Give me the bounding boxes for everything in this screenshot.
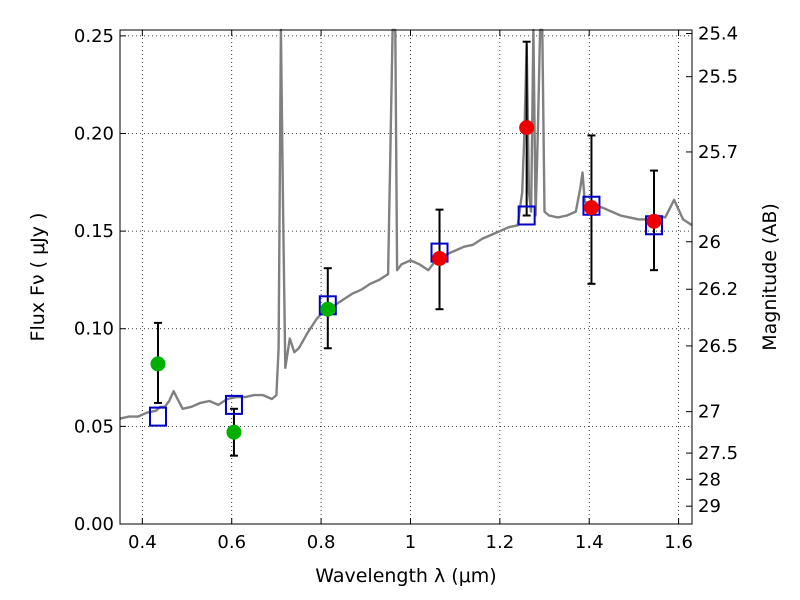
observed-layer <box>150 120 662 440</box>
spectrum-layer <box>119 28 693 420</box>
model-point-box <box>224 394 243 415</box>
x-tick-label: 1.2 <box>486 532 515 553</box>
x-tick-label: 0.6 <box>217 532 246 553</box>
observed-point <box>150 356 166 372</box>
observed-point <box>646 213 662 229</box>
model-point-box <box>517 205 536 226</box>
y-tick-label: 0.25 <box>74 26 114 47</box>
observed-point <box>226 424 242 440</box>
ticks-layer: 0.4 0.6 0.8 1 1.2 1.4 1.6 0.00 0.05 0.10 0.15 0.20 0… <box>74 24 738 553</box>
magnitude-axis-label: Magnitude (AB) <box>759 203 781 351</box>
y-tick-label: 0.05 <box>74 416 114 437</box>
observed-point <box>583 200 599 216</box>
x-axis-label: Wavelength λ (μm) <box>315 565 496 587</box>
model-point-box <box>148 406 167 427</box>
model-layer <box>148 195 664 427</box>
grid-layer <box>120 30 692 524</box>
magnitude-tick-label: 27 <box>698 402 721 423</box>
observed-point <box>432 250 448 266</box>
x-tick-label: 1 <box>405 532 416 553</box>
magnitude-tick-label: 26 <box>698 232 721 253</box>
x-tick-label: 1.6 <box>664 532 693 553</box>
plot-frame <box>119 29 693 525</box>
observed-point <box>519 120 535 136</box>
x-tick-label: 1.4 <box>575 532 604 553</box>
y-tick-label: 0.20 <box>74 123 114 144</box>
observed-point <box>320 301 336 317</box>
magnitude-tick-label: 26.2 <box>698 279 738 300</box>
magnitude-tick-label: 29 <box>698 496 721 517</box>
x-tick-label: 0.4 <box>128 532 157 553</box>
magnitude-tick-label: 27.5 <box>698 443 738 464</box>
magnitude-tick-label: 28 <box>698 469 721 490</box>
errorbar-layer <box>153 40 659 457</box>
magnitude-tick-label: 25.5 <box>698 67 738 88</box>
magnitude-tick-label: 26.5 <box>698 336 738 357</box>
magnitude-tick-label: 25.4 <box>698 24 738 45</box>
magnitude-tick-label: 25.7 <box>698 142 738 163</box>
x-tick-label: 0.8 <box>307 532 336 553</box>
y-axis-label: Flux Fν ( μJy ) <box>27 213 49 342</box>
y-tick-label: 0.15 <box>74 221 114 242</box>
y-tick-label: 0.10 <box>74 319 114 340</box>
y-tick-label: 0.00 <box>74 514 114 535</box>
spectrum-line <box>119 28 693 420</box>
